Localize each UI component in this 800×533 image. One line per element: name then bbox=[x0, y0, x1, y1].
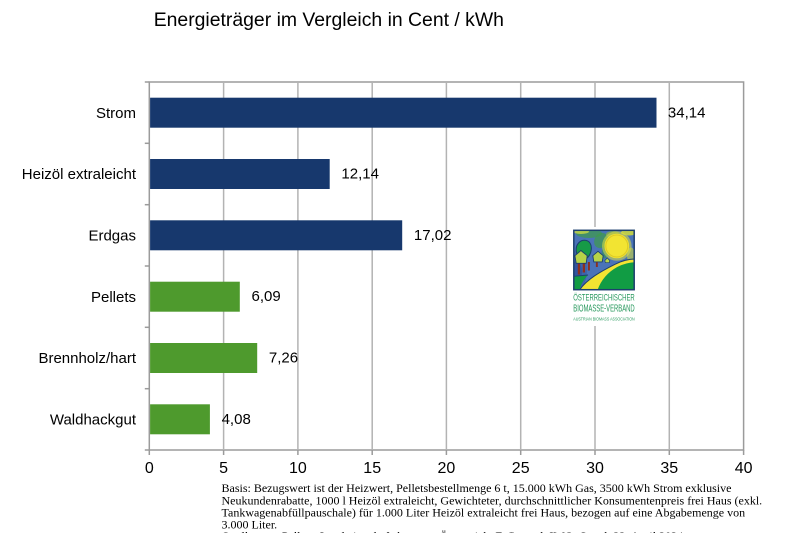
svg-text:Neukundenrabatte, 1000 l Heizö: Neukundenrabatte, 1000 l Heizöl extralei… bbox=[222, 493, 763, 507]
svg-text:5: 5 bbox=[219, 460, 228, 477]
svg-text:40: 40 bbox=[735, 460, 753, 477]
svg-text:7,26: 7,26 bbox=[269, 350, 298, 367]
svg-text:Tankwagenabfüllpauschale) für: Tankwagenabfüllpauschale) für 1.000 Lite… bbox=[222, 506, 746, 520]
svg-text:ÖSTERREICHISCHER: ÖSTERREICHISCHER bbox=[573, 293, 635, 303]
svg-text:0: 0 bbox=[145, 460, 154, 477]
svg-text:Erdgas: Erdgas bbox=[88, 228, 136, 245]
svg-text:12,14: 12,14 bbox=[341, 166, 379, 183]
svg-text:35: 35 bbox=[660, 460, 678, 477]
svg-text:Heizöl extraleicht: Heizöl extraleicht bbox=[22, 166, 137, 183]
svg-text:Pellets: Pellets bbox=[91, 289, 136, 306]
svg-text:AUSTRIAN BIOMASS ASSOCIATION: AUSTRIAN BIOMASS ASSOCIATION bbox=[573, 317, 635, 323]
svg-text:20: 20 bbox=[438, 460, 456, 477]
svg-text:Strom: Strom bbox=[96, 105, 136, 122]
svg-text:17,02: 17,02 bbox=[414, 227, 452, 244]
svg-text:3.000 Liter.: 3.000 Liter. bbox=[222, 518, 278, 532]
svg-text:34,14: 34,14 bbox=[668, 104, 706, 121]
svg-text:Quellen: proPellets, Landwirts: Quellen: proPellets, Landwirtschaftskamm… bbox=[222, 529, 684, 533]
svg-text:4,08: 4,08 bbox=[222, 411, 251, 428]
svg-text:15: 15 bbox=[363, 460, 381, 477]
svg-text:30: 30 bbox=[586, 460, 604, 477]
svg-text:BIOMASSE-VERBAND: BIOMASSE-VERBAND bbox=[573, 304, 634, 315]
svg-text:6,09: 6,09 bbox=[252, 288, 281, 305]
svg-text:25: 25 bbox=[512, 460, 530, 477]
svg-text:Brennholz/hart: Brennholz/hart bbox=[38, 350, 136, 367]
svg-text:Basis: Bezugswert ist der Heiz: Basis: Bezugswert ist der Heizwert, Pell… bbox=[222, 481, 732, 495]
svg-text:Energieträger im Vergleich in: Energieträger im Vergleich in Cent / kWh bbox=[154, 9, 504, 31]
svg-text:10: 10 bbox=[289, 460, 307, 477]
svg-text:Waldhackgut: Waldhackgut bbox=[50, 412, 137, 429]
